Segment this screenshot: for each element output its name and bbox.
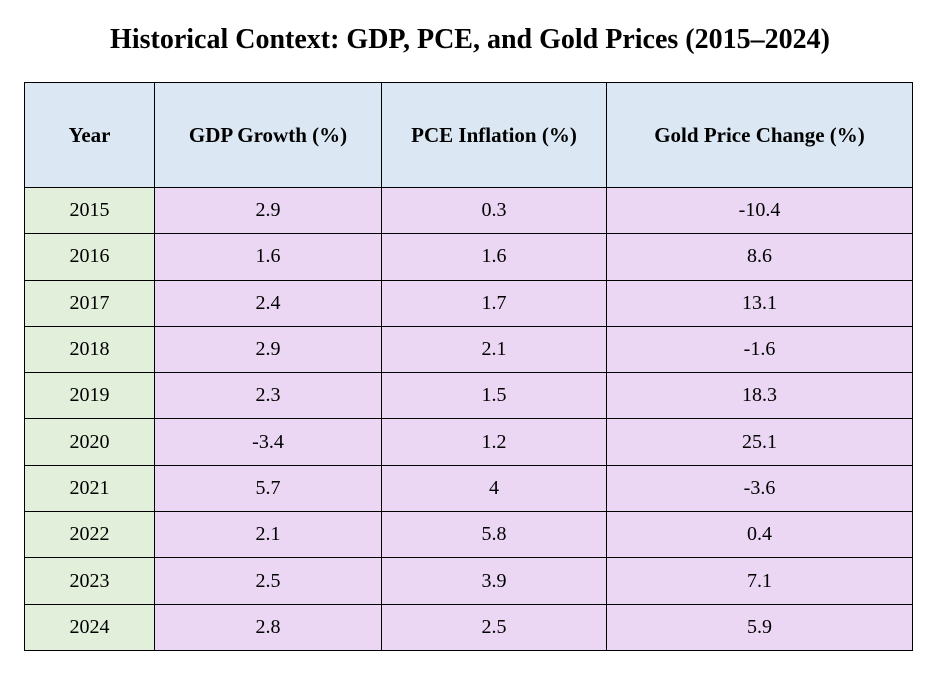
- gdp-growth-cell: 2.8: [154, 603, 382, 651]
- table-row: 2023 2.5 3.9 7.1: [24, 557, 913, 605]
- pce-inflation-cell: 2.1: [381, 325, 607, 374]
- gold-price-change-cell: 7.1: [606, 557, 913, 605]
- gdp-growth-cell: 2.9: [154, 186, 382, 235]
- pce-inflation-cell: 3.9: [381, 557, 607, 605]
- table-row: 2024 2.8 2.5 5.9: [24, 603, 913, 651]
- pce-inflation-cell: 1.2: [381, 418, 607, 466]
- gold-price-change-cell: -1.6: [606, 325, 913, 374]
- year-cell: 2020: [24, 418, 155, 466]
- pce-inflation-cell: 5.8: [381, 511, 607, 559]
- year-cell: 2024: [24, 603, 155, 651]
- table-row: 2015 2.9 0.3 -10.4: [24, 186, 913, 235]
- gdp-growth-cell: 2.9: [154, 325, 382, 374]
- table-row: 2017 2.4 1.7 13.1: [24, 279, 913, 327]
- gold-price-change-cell: -3.6: [606, 464, 913, 513]
- year-cell: 2019: [24, 372, 155, 420]
- gdp-growth-cell: 2.4: [154, 279, 382, 327]
- table-row: 2016 1.6 1.6 8.6: [24, 233, 913, 281]
- header-gold-price-change: Gold Price Change (%): [606, 82, 913, 188]
- table-row: 2019 2.3 1.5 18.3: [24, 372, 913, 420]
- data-table: Year GDP Growth (%) PCE Inflation (%) Go…: [24, 82, 913, 651]
- header-gdp-growth: GDP Growth (%): [154, 82, 382, 188]
- gdp-growth-cell: -3.4: [154, 418, 382, 466]
- table-row: 2018 2.9 2.1 -1.6: [24, 325, 913, 374]
- gold-price-change-cell: 5.9: [606, 603, 913, 651]
- year-cell: 2018: [24, 325, 155, 374]
- table-body: 2015 2.9 0.3 -10.4 2016 1.6 1.6 8.6 2017 2.4 1.7 13…: [24, 186, 913, 651]
- gold-price-change-cell: -10.4: [606, 186, 913, 235]
- gdp-growth-cell: 5.7: [154, 464, 382, 513]
- gdp-growth-cell: 1.6: [154, 233, 382, 281]
- gdp-growth-cell: 2.5: [154, 557, 382, 605]
- pce-inflation-cell: 2.5: [381, 603, 607, 651]
- table-row: 2022 2.1 5.8 0.4: [24, 511, 913, 559]
- header-year: Year: [24, 82, 155, 188]
- gold-price-change-cell: 8.6: [606, 233, 913, 281]
- gold-price-change-cell: 25.1: [606, 418, 913, 466]
- gold-price-change-cell: 13.1: [606, 279, 913, 327]
- header-pce-inflation: PCE Inflation (%): [381, 82, 607, 188]
- pce-inflation-cell: 1.5: [381, 372, 607, 420]
- year-cell: 2016: [24, 233, 155, 281]
- table-row: 2020 -3.4 1.2 25.1: [24, 418, 913, 466]
- gold-price-change-cell: 0.4: [606, 511, 913, 559]
- gdp-growth-cell: 2.3: [154, 372, 382, 420]
- table-row: 2021 5.7 4 -3.6: [24, 464, 913, 513]
- header-row: Year GDP Growth (%) PCE Inflation (%) Go…: [24, 82, 913, 188]
- year-cell: 2023: [24, 557, 155, 605]
- table-title: Historical Context: GDP, PCE, and Gold P…: [110, 24, 830, 55]
- pce-inflation-cell: 0.3: [381, 186, 607, 235]
- pce-inflation-cell: 1.6: [381, 233, 607, 281]
- pce-inflation-cell: 1.7: [381, 279, 607, 327]
- gold-price-change-cell: 18.3: [606, 372, 913, 420]
- year-cell: 2021: [24, 464, 155, 513]
- year-cell: 2017: [24, 279, 155, 327]
- year-cell: 2015: [24, 186, 155, 235]
- pce-inflation-cell: 4: [381, 464, 607, 513]
- gdp-growth-cell: 2.1: [154, 511, 382, 559]
- year-cell: 2022: [24, 511, 155, 559]
